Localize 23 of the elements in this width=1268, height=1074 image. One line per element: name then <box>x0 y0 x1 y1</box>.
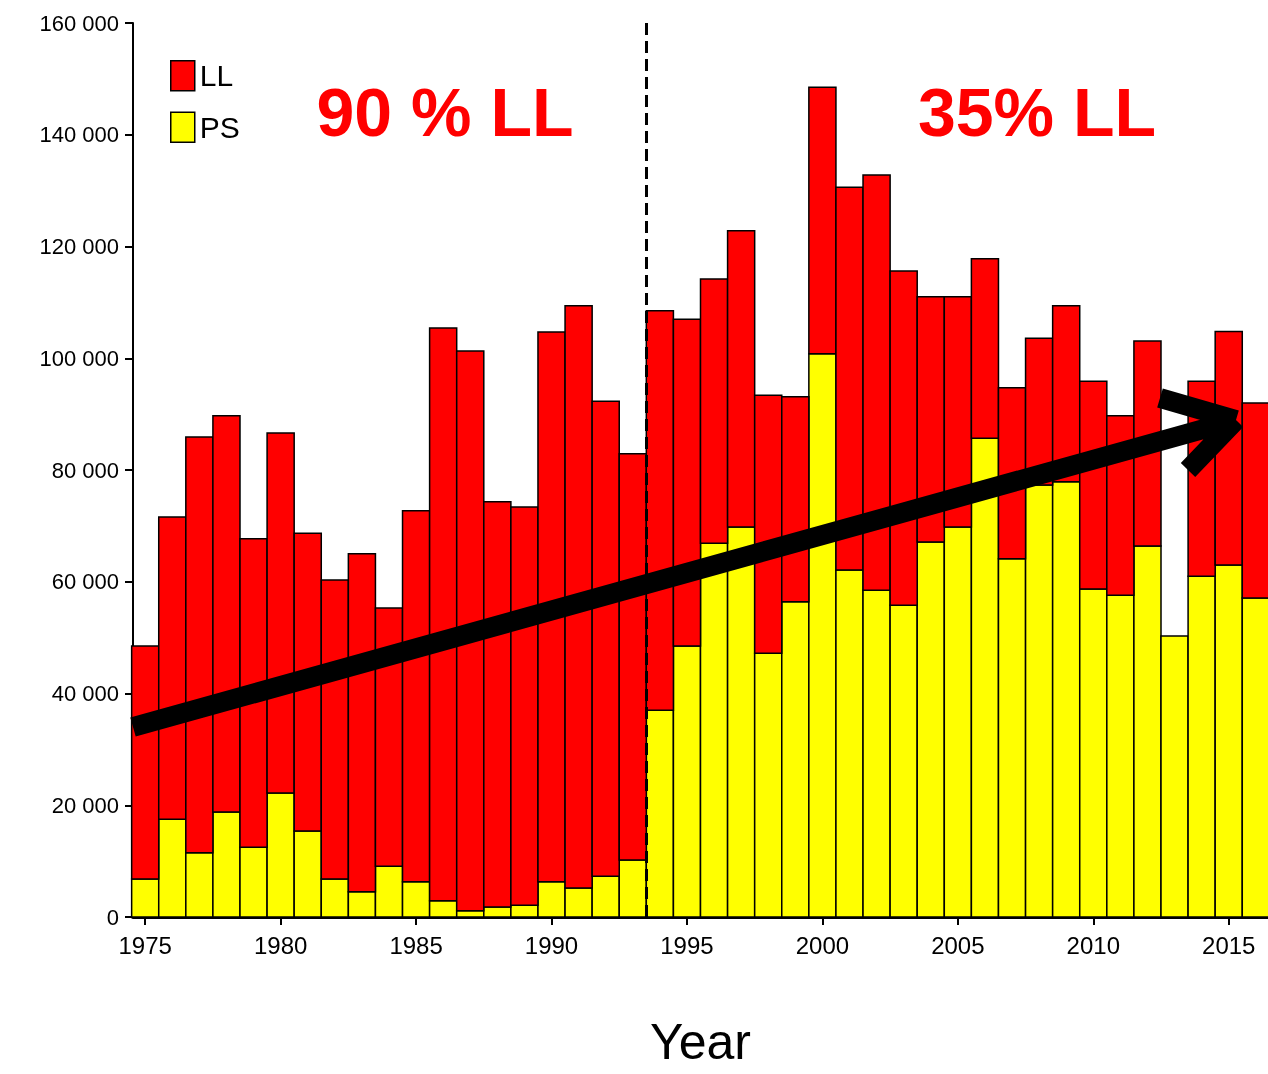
y-tick-label: 0 <box>106 904 119 930</box>
x-tick-label: 1985 <box>389 931 443 959</box>
annotation: 35% LL <box>917 74 1157 150</box>
x-tick-label: 2010 <box>1066 931 1120 959</box>
legend-label: LL <box>199 59 234 93</box>
y-tick-label: 20 000 <box>51 792 119 818</box>
x-tick-label: 2015 <box>1202 931 1256 959</box>
x-tick-label: 1980 <box>253 931 308 959</box>
y-tick-label: 60 000 <box>51 569 119 595</box>
y-tick-label: 40 000 <box>51 681 119 706</box>
x-tick-label: 1995 <box>660 931 714 959</box>
x-axis-title: Year <box>649 1014 752 1070</box>
x-tick-label: 2000 <box>795 931 850 959</box>
y-tick-label: 120 000 <box>39 234 119 259</box>
x-tick-label: 2005 <box>931 931 985 959</box>
y-tick-label: 80 000 <box>51 457 119 483</box>
y-tick-label: 160 000 <box>39 10 119 36</box>
x-tick-label: 1975 <box>118 931 172 959</box>
legend-label: PS <box>199 110 240 144</box>
annotation: 90 % LL <box>316 74 574 150</box>
y-tick-label: 140 000 <box>39 122 119 148</box>
x-tick-label: 1990 <box>524 931 579 959</box>
y-tick-label: 100 000 <box>39 345 119 371</box>
